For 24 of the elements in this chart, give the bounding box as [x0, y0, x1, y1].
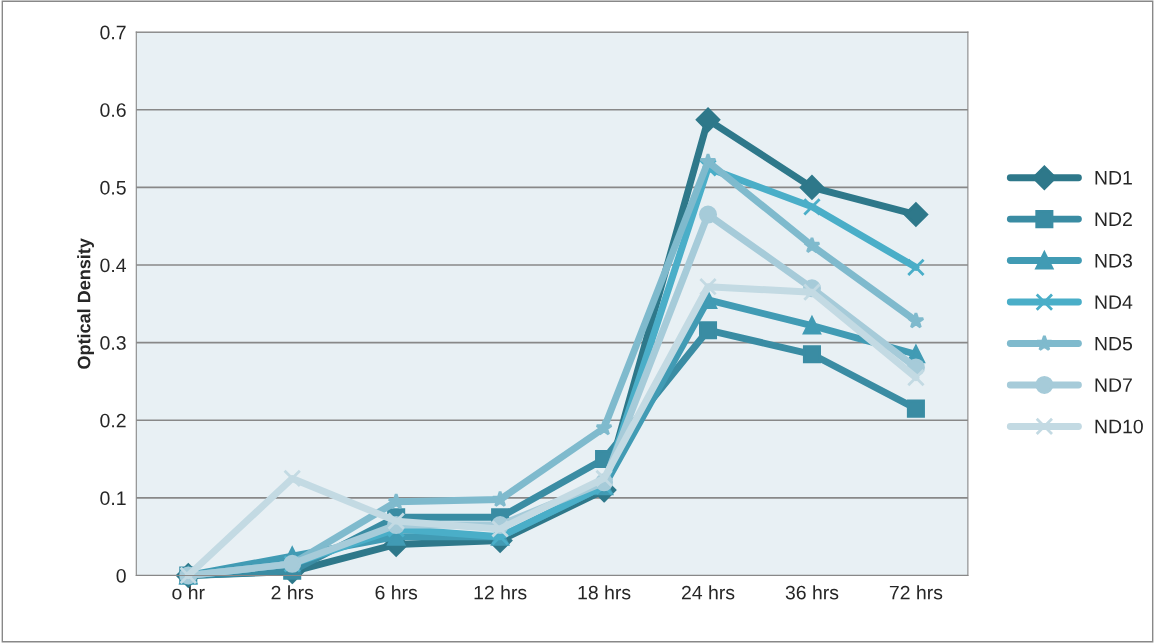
legend-label: ND1	[1095, 171, 1132, 185]
y-tick-label: 0.7	[100, 25, 126, 40]
y-tick-label: 0.4	[100, 258, 126, 273]
y-tick-label: 0	[116, 568, 126, 583]
legend-label: ND3	[1095, 253, 1132, 268]
x-tick-label: 18 hrs	[578, 585, 631, 600]
x-tick-label: 24 hrs	[681, 585, 735, 600]
y-axis-title: Optical Density	[77, 238, 94, 369]
y-tick-label: 0.3	[100, 336, 126, 350]
y-tick-label: 0.6	[100, 103, 126, 118]
legend-label: ND5	[1095, 336, 1133, 351]
x-tick-label: 12 hrs	[474, 585, 527, 600]
legend-label: ND2	[1095, 212, 1132, 226]
y-tick-label: 0.5	[100, 180, 126, 195]
legend-label: ND7	[1095, 378, 1132, 392]
legend-label: ND4	[1095, 295, 1133, 309]
legend-label: ND10	[1095, 419, 1143, 434]
x-tick-label: 6 hrs	[375, 585, 418, 600]
y-tick-label: 0.2	[100, 413, 126, 428]
y-tick-label: 0.1	[100, 491, 126, 506]
x-tick-label: 72 hrs	[889, 585, 943, 600]
x-tick-label: o hr	[172, 585, 205, 600]
x-tick-label: 2 hrs	[271, 585, 314, 600]
x-tick-label: 36 hrs	[785, 585, 839, 600]
